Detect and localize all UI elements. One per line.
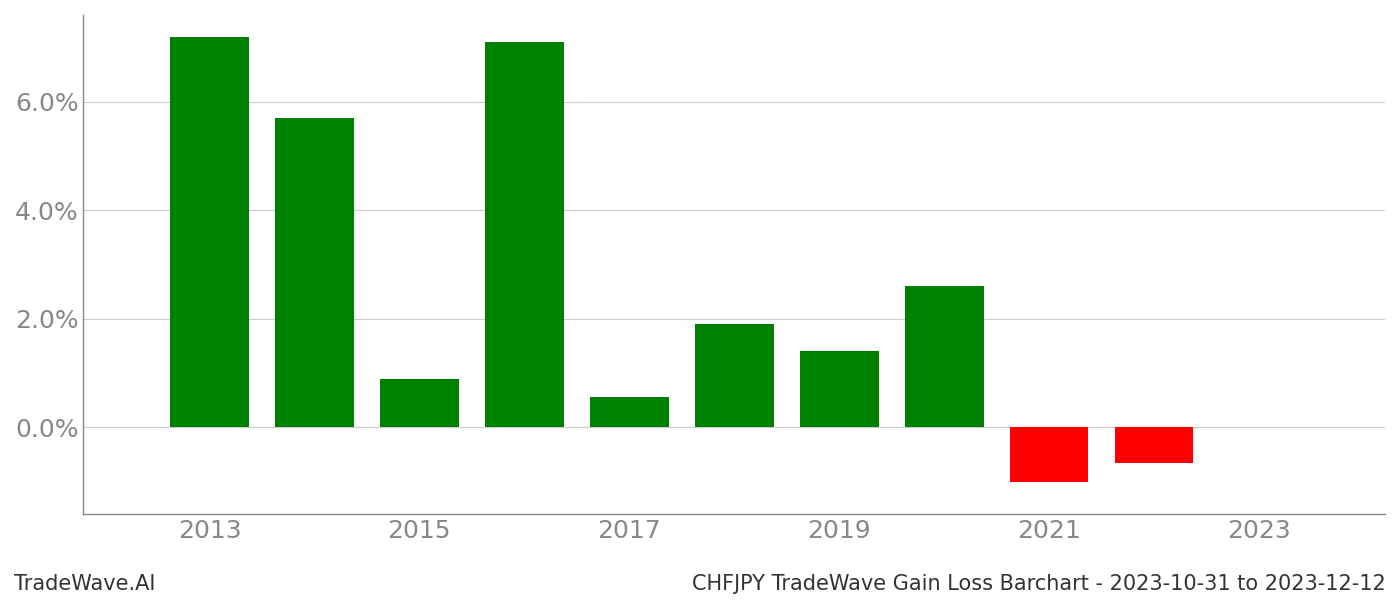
Text: TradeWave.AI: TradeWave.AI [14, 574, 155, 594]
Bar [1009, 427, 1088, 482]
Bar [694, 324, 774, 427]
Bar [484, 42, 564, 427]
Text: CHFJPY TradeWave Gain Loss Barchart - 2023-10-31 to 2023-12-12: CHFJPY TradeWave Gain Loss Barchart - 20… [692, 574, 1386, 594]
Bar [1114, 427, 1193, 463]
Bar [274, 118, 354, 427]
Bar [379, 379, 459, 427]
Bar [904, 286, 984, 427]
Bar [169, 37, 249, 427]
Bar [589, 397, 669, 427]
Bar [799, 352, 879, 427]
